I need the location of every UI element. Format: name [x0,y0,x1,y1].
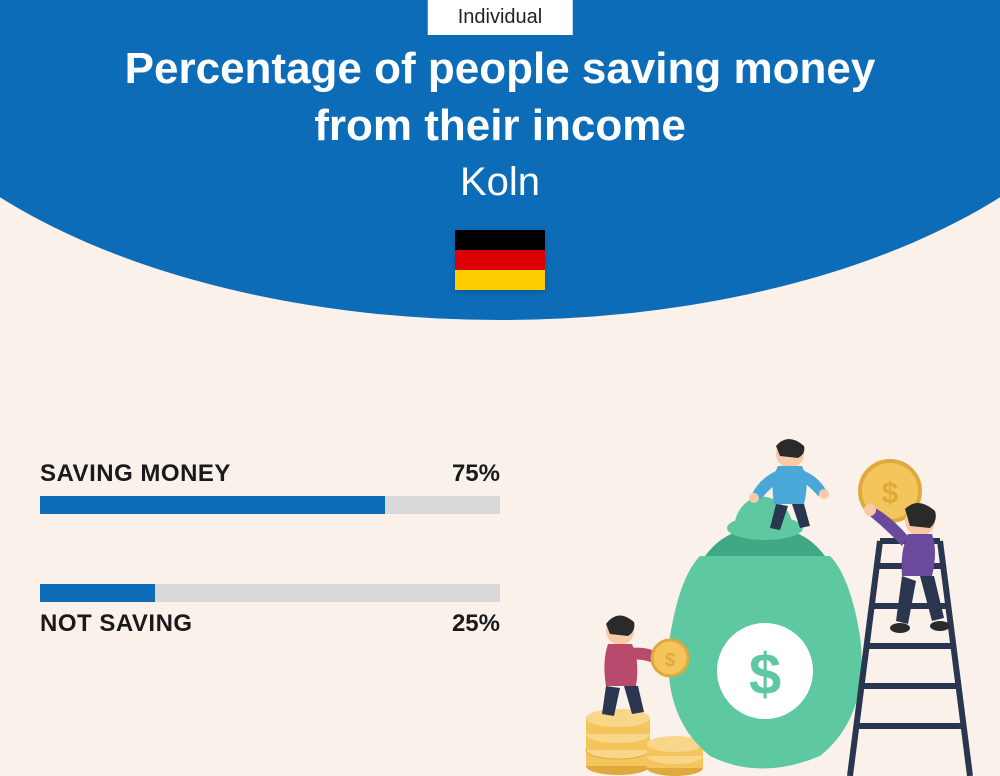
bar-value: 75% [452,460,500,488]
bars-section: SAVING MONEY 75% NOT SAVING 25% [40,460,500,708]
germany-flag-icon [455,230,545,290]
svg-text:$: $ [882,477,899,510]
svg-text:$: $ [665,650,675,670]
bar-label: SAVING MONEY [40,460,231,488]
money-bag-icon: $ [668,496,861,769]
ladder-icon [850,541,970,776]
savings-illustration: $ $ [560,436,980,776]
city-name: Koln [0,160,1000,205]
bar-saving-money: SAVING MONEY 75% [40,460,500,514]
title-block: Percentage of people saving money from t… [0,40,1000,205]
bar-fill [40,584,155,602]
flag-stripe-gold [455,270,545,290]
bar-value: 25% [452,610,500,638]
flag-stripe-red [455,250,545,270]
flag-stripe-black [455,230,545,250]
bar-label: NOT SAVING [40,610,193,638]
svg-text:$: $ [749,642,781,707]
bar-not-saving: NOT SAVING 25% [40,584,500,638]
bar-track [40,496,500,514]
main-title: Percentage of people saving money from t… [0,40,1000,154]
category-badge: Individual [428,0,573,35]
bar-fill [40,496,385,514]
bar-track [40,584,500,602]
